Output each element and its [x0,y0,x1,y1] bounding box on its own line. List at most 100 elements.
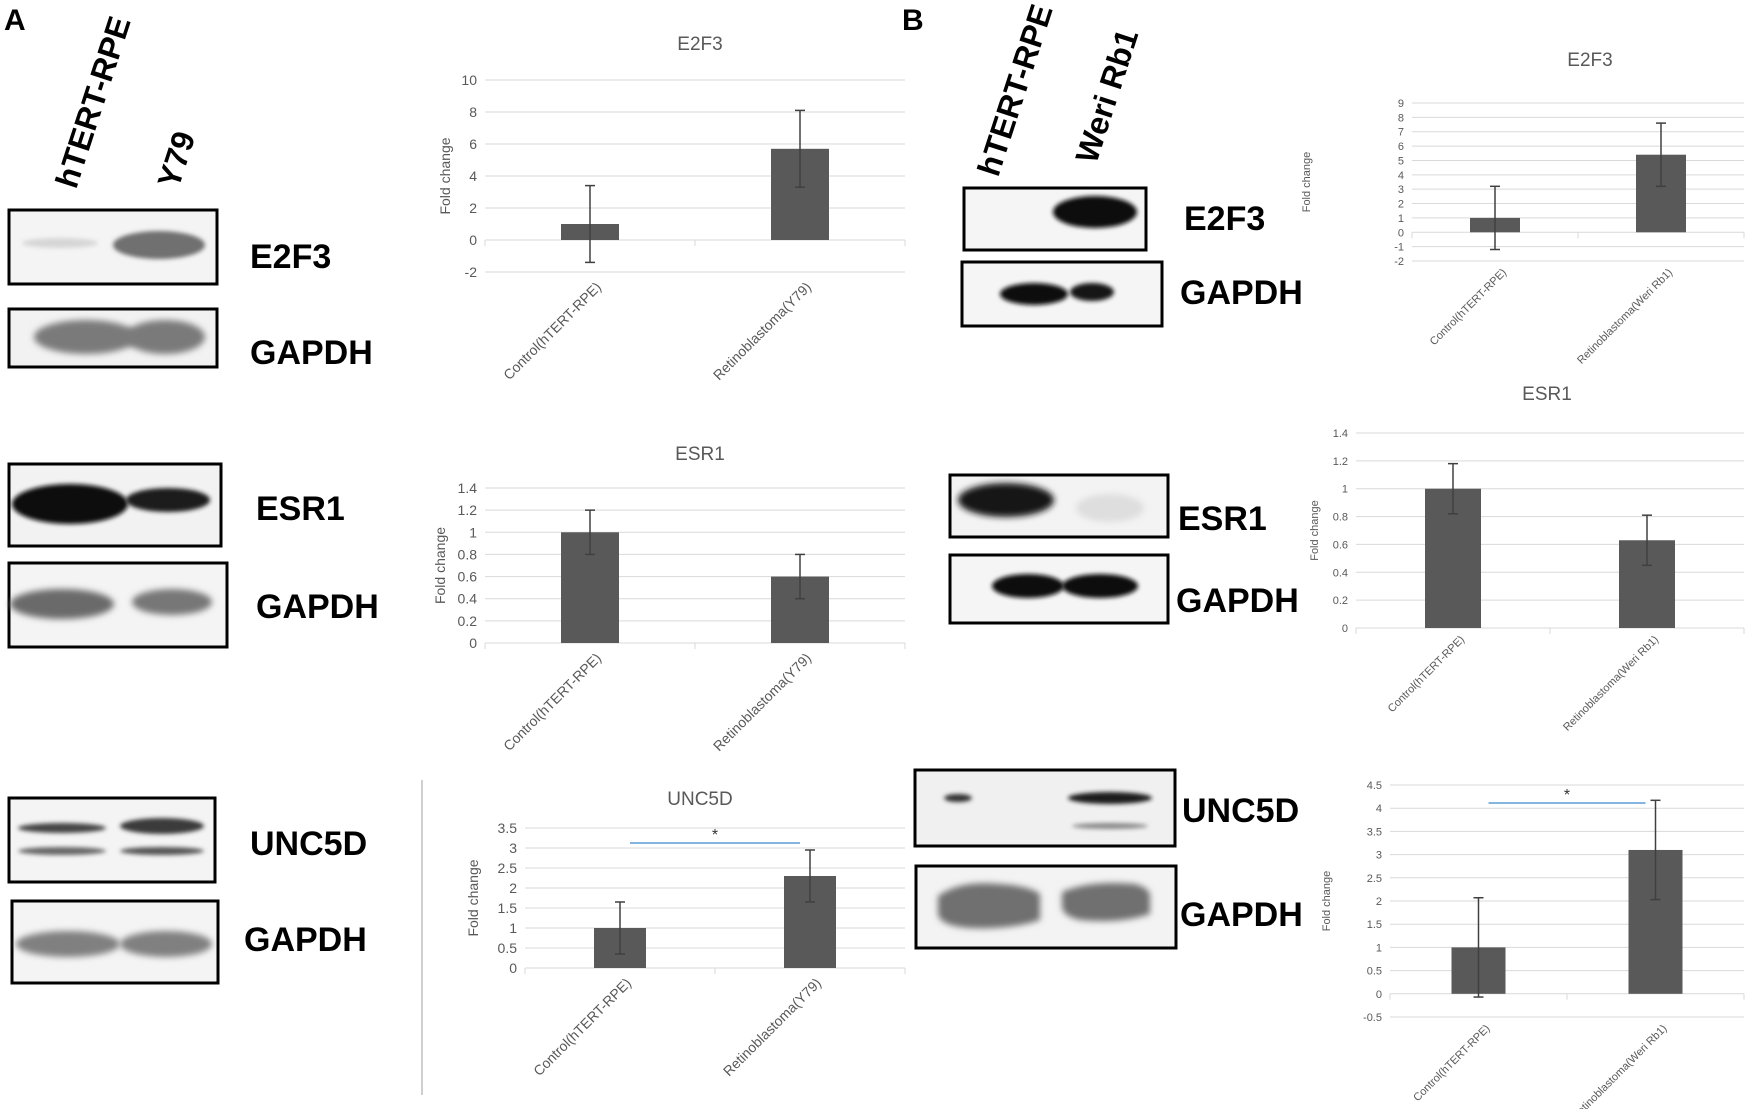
tick-label: 3 [1376,850,1382,862]
category-label: Retinoblastoma(Weri Rb1) [1570,1023,1670,1109]
category-label: Control(hTERT-RPE) [1428,267,1509,348]
chart-title: E2F3 [677,34,722,55]
significance-marker: * [1564,787,1570,804]
blot-b-e2f3 [962,186,1148,252]
tick-label: 4 [1398,170,1404,182]
tick-label: 2 [509,880,517,896]
tick-label: 10 [461,72,477,88]
tick-label: 3.5 [1367,826,1382,838]
lane-label-weri-rb1: Weri Rb1 [1068,25,1145,167]
tick-label: 2 [469,200,477,216]
tick-label: 2.5 [1367,873,1382,885]
tick-label: 1.4 [1333,428,1348,440]
loading-label-a-2: GAPDH [256,588,379,626]
tick-label: 0.2 [458,613,478,629]
tick-label: 3 [1398,184,1404,196]
tick-label: 1.2 [458,502,478,518]
tick-label: 1 [509,920,517,936]
tick-label: 1 [1376,942,1382,954]
chart-a-e2f3: E2F3 -2 0 2 4 6 8 10 Fold change Control(hTERT-RP… [437,34,906,383]
blot-b-unc5d [913,768,1177,848]
tick-label: 0.4 [1333,567,1348,579]
tick-label: 3.5 [498,820,518,836]
chart-title: UNC5D [667,789,732,810]
y-axis-label: Fold change [1309,500,1321,561]
tick-label: 1.4 [458,480,478,496]
tick-label: 1 [1342,484,1348,496]
chart-title: ESR1 [1522,384,1572,405]
protein-label-b-e2f3: E2F3 [1184,200,1265,238]
y-axis-label: Fold change [437,137,453,214]
blot-a-unc5d [7,796,217,884]
tick-label: 0 [509,960,517,976]
category-label: Retinoblastoma(Weri Rb1) [1575,267,1675,367]
loading-label-b-3: GAPDH [1180,896,1303,934]
chart-b-esr1: ESR1 0 0.2 0.4 0.6 0.8 1 1.2 1.4 Fold change Contr… [1309,384,1745,734]
category-label: Retinoblastoma(Y79) [710,650,814,754]
loading-label-a-1: GAPDH [250,334,373,372]
y-axis-label: Fold change [1301,152,1313,213]
category-label: Control(hTERT-RPE) [530,975,634,1079]
panel-letter-b: B [902,4,924,37]
category-label: Control(hTERT-RPE) [1386,634,1467,715]
tick-label: 1.5 [1367,919,1382,931]
chart-title: ESR1 [675,444,725,465]
tick-label: 0 [469,232,477,248]
category-label: Control(hTERT-RPE) [500,279,604,383]
lane-label-b-control: hTERT-RPE [970,0,1059,180]
blot-b-gapdh-2 [948,553,1170,625]
loading-label-b-1: GAPDH [1180,274,1303,312]
y-axis-label: Fold change [465,859,481,936]
tick-label: 1 [469,524,477,540]
blot-b-gapdh-1 [960,260,1164,328]
tick-label: 0 [1376,989,1382,1001]
tick-label: 5 [1398,155,1404,167]
tick-label: -2 [465,264,478,280]
category-label: Control(hTERT-RPE) [1411,1023,1492,1104]
blot-b-gapdh-3 [914,864,1178,950]
chart-a-esr1: ESR1 0 0.2 0.4 0.6 0.8 1 1.2 1.4 Fold change Contr… [432,444,906,754]
chart-b-e2f3: E2F3 -2 -1 0 1 2 3 4 5 6 7 8 9 Fold change Control(hTE… [1301,50,1745,367]
blot-a-gapdh-2 [7,561,229,649]
tick-label: 8 [1398,112,1404,124]
tick-label: 1.2 [1333,456,1348,468]
tick-label: 6 [1398,141,1404,153]
tick-label: 4.5 [1367,780,1382,792]
blot-b-esr1 [948,473,1170,539]
tick-label: 0 [469,635,477,651]
tick-label: 7 [1398,127,1404,139]
tick-label: 0.6 [1333,539,1348,551]
tick-label: 4 [469,168,477,184]
chart-b-unc5d: -0.5 0 0.5 1 1.5 2 2.5 3 3.5 4 4.5 Fold change Contr… [1321,780,1745,1109]
tick-label: 0.2 [1333,595,1348,607]
tick-label: 1.5 [498,900,518,916]
category-label: Retinoblastoma(Y79) [710,279,814,383]
loading-label-a-3: GAPDH [244,921,367,959]
blot-a-gapdh-1 [7,307,219,369]
protein-label-b-unc5d: UNC5D [1182,792,1299,830]
blot-a-esr1 [7,462,223,548]
significance-marker: * [712,827,718,844]
category-label: Control(hTERT-RPE) [500,650,604,754]
tick-label: 1 [1398,213,1404,225]
tick-label: 0 [1342,623,1348,635]
category-label: Retinoblastoma(Weri Rb1) [1561,634,1661,734]
lane-label-y79: Y79 [150,127,202,192]
protein-label-a-esr1: ESR1 [256,490,345,528]
tick-label: 2.5 [498,860,518,876]
tick-label: -2 [1394,256,1404,268]
tick-label: -1 [1394,242,1404,254]
tick-label: 2 [1398,199,1404,211]
tick-label: 3 [509,840,517,856]
tick-label: 0.8 [1333,512,1348,524]
tick-label: 0.8 [458,546,478,562]
y-axis-label: Fold change [432,527,448,604]
tick-label: 8 [469,104,477,120]
protein-label-b-esr1: ESR1 [1178,500,1267,538]
tick-label: 0.6 [458,569,478,585]
y-axis-label: Fold change [1321,871,1333,932]
panel-letter-a: A [4,4,26,37]
protein-label-a-unc5d: UNC5D [250,825,367,863]
tick-label: 2 [1376,896,1382,908]
